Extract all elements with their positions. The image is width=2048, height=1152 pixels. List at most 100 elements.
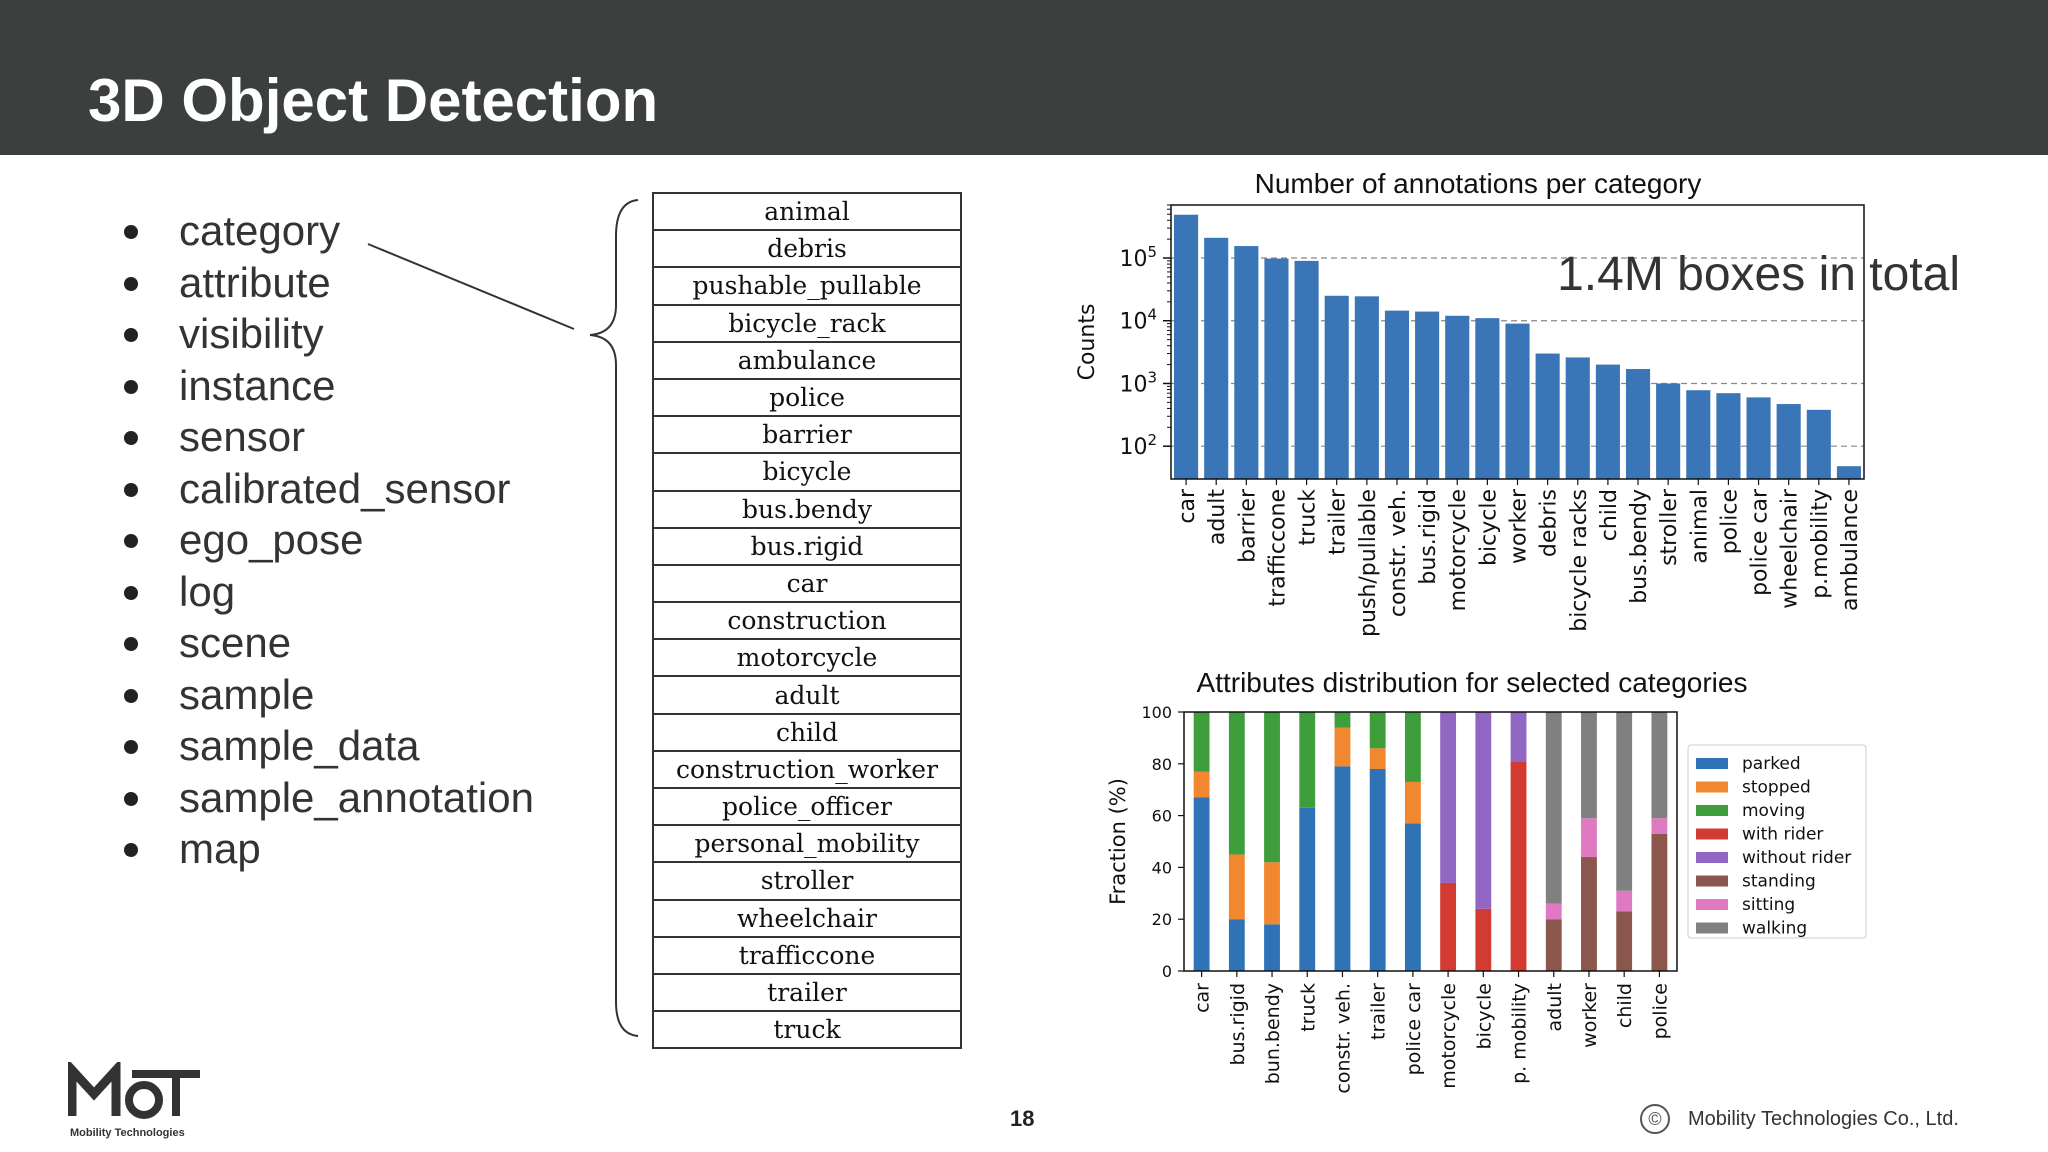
page-number: 18 bbox=[1010, 1106, 1035, 1131]
category-cell: police_officer bbox=[652, 786, 962, 827]
category-cell: construction_worker bbox=[652, 749, 962, 790]
x-tick-label: truck bbox=[1297, 983, 1319, 1032]
table-row: truck bbox=[652, 1010, 962, 1050]
mot-logo-mark bbox=[67, 1058, 200, 1119]
y-tick-label: 105 bbox=[1119, 243, 1157, 272]
bar-segment bbox=[1581, 818, 1597, 858]
bar bbox=[1505, 323, 1530, 479]
bar-segment bbox=[1616, 911, 1633, 971]
legend-label: walking bbox=[1742, 919, 1807, 939]
table-row: debris bbox=[652, 229, 962, 269]
x-tick-label: child bbox=[1614, 983, 1636, 1028]
bar-segment bbox=[1228, 854, 1245, 920]
x-tick-label: constr. veh. bbox=[1332, 983, 1354, 1094]
bar bbox=[1716, 393, 1741, 479]
x-tick-label: police car bbox=[1403, 983, 1425, 1076]
legend-label: without rider bbox=[1742, 848, 1851, 868]
bar-segment bbox=[1193, 797, 1210, 971]
bar-segment bbox=[1475, 712, 1492, 909]
x-tick-label: police car bbox=[1748, 488, 1773, 596]
bullet-item: category bbox=[120, 205, 534, 257]
bar-segment bbox=[1264, 712, 1280, 863]
x-tick-label: p. mobility bbox=[1509, 983, 1531, 1084]
table-row: trailer bbox=[652, 972, 962, 1013]
chart-title: Attributes distribution for selected cat… bbox=[1197, 667, 1748, 698]
category-cell: child bbox=[652, 712, 962, 752]
bar-segment bbox=[1299, 712, 1316, 808]
bar-segment bbox=[1581, 857, 1597, 971]
legend-swatch bbox=[1696, 852, 1728, 863]
y-tick-label: 104 bbox=[1119, 306, 1157, 335]
x-tick-label: trailer bbox=[1368, 983, 1390, 1040]
category-cell: personal_mobility bbox=[652, 824, 962, 864]
copyright-notice: © Mobility Technologies Co., Ltd. bbox=[1640, 1104, 1959, 1134]
annotation-connector bbox=[367, 199, 639, 1037]
legend-swatch bbox=[1696, 828, 1728, 840]
category-cell: wheelchair bbox=[652, 898, 962, 938]
legend-label: parked bbox=[1742, 754, 1801, 774]
legend-swatch bbox=[1696, 899, 1728, 910]
x-tick-label: police bbox=[1649, 983, 1671, 1039]
category-cell: animal bbox=[652, 191, 962, 232]
bar-segment bbox=[1510, 712, 1527, 762]
bar-segment bbox=[1404, 781, 1421, 824]
bullet-list: category attribute visibility instance senso… bbox=[120, 205, 534, 875]
table-row: bicycle_rack bbox=[652, 303, 962, 343]
chart-title: Number of annotations per category bbox=[1255, 168, 1702, 199]
x-tick-label: bus.rigid bbox=[1416, 489, 1441, 585]
table-row: trafficcone bbox=[652, 935, 962, 975]
table-row: bicycle bbox=[652, 452, 962, 492]
y-tick-label: 0 bbox=[1162, 962, 1172, 981]
total-boxes-caption: 1.4M boxes in total bbox=[1557, 248, 1960, 301]
x-tick-label: worker bbox=[1579, 983, 1601, 1048]
bar bbox=[1475, 318, 1500, 479]
bullet-item: instance bbox=[120, 360, 534, 412]
x-tick-label: worker bbox=[1507, 488, 1532, 564]
category-cell: stroller bbox=[652, 861, 962, 901]
plot-frame bbox=[1183, 711, 1678, 972]
bar bbox=[1806, 409, 1831, 479]
bar bbox=[1354, 296, 1379, 479]
bar bbox=[1535, 353, 1560, 479]
bullet-item: attribute bbox=[120, 257, 534, 309]
category-table: animal debris pushable_pullable bicycle_rac… bbox=[652, 191, 962, 1050]
bar bbox=[1686, 390, 1711, 479]
copyright-text: Mobility Technologies Co., Ltd. bbox=[1688, 1107, 1959, 1130]
category-cell: trafficcone bbox=[652, 935, 962, 975]
category-cell: police bbox=[652, 377, 962, 418]
bar bbox=[1384, 310, 1410, 479]
bar-segment bbox=[1193, 712, 1210, 772]
x-tick-label: stroller bbox=[1657, 488, 1682, 566]
table-row: car bbox=[652, 563, 962, 604]
x-tick-label: ambulance bbox=[1838, 489, 1863, 611]
bar-segment bbox=[1616, 890, 1633, 912]
bar-segment bbox=[1651, 818, 1668, 834]
x-tick-label: p.mobility bbox=[1808, 489, 1833, 599]
bar-segment bbox=[1651, 833, 1668, 971]
category-cell: bicycle_rack bbox=[652, 303, 962, 343]
table-row: police bbox=[652, 377, 962, 418]
bar-segment bbox=[1299, 807, 1316, 971]
plot-frame bbox=[1170, 204, 1865, 480]
bar-segment bbox=[1369, 712, 1386, 749]
x-tick-label: trailer bbox=[1326, 488, 1351, 555]
bar bbox=[1204, 237, 1229, 479]
table-row: police_officer bbox=[652, 786, 962, 827]
x-tick-label: truck bbox=[1296, 489, 1321, 546]
table-row: wheelchair bbox=[652, 898, 962, 938]
table-row: construction_worker bbox=[652, 749, 962, 790]
bar-segment bbox=[1264, 924, 1280, 971]
x-tick-label: bicycle bbox=[1476, 489, 1501, 566]
x-tick-label: wheelchair bbox=[1778, 488, 1803, 609]
bar bbox=[1776, 404, 1801, 479]
category-cell: truck bbox=[652, 1010, 962, 1050]
bar bbox=[1234, 246, 1259, 479]
table-row: barrier bbox=[652, 415, 962, 455]
table-row: personal_mobility bbox=[652, 824, 962, 864]
table-row: motorcycle bbox=[652, 638, 962, 678]
legend-box bbox=[1687, 744, 1867, 939]
bar bbox=[1656, 383, 1681, 479]
copyright-icon: © bbox=[1640, 1104, 1670, 1134]
x-tick-label: push/pullable bbox=[1356, 489, 1381, 637]
bar-segment bbox=[1369, 768, 1386, 971]
